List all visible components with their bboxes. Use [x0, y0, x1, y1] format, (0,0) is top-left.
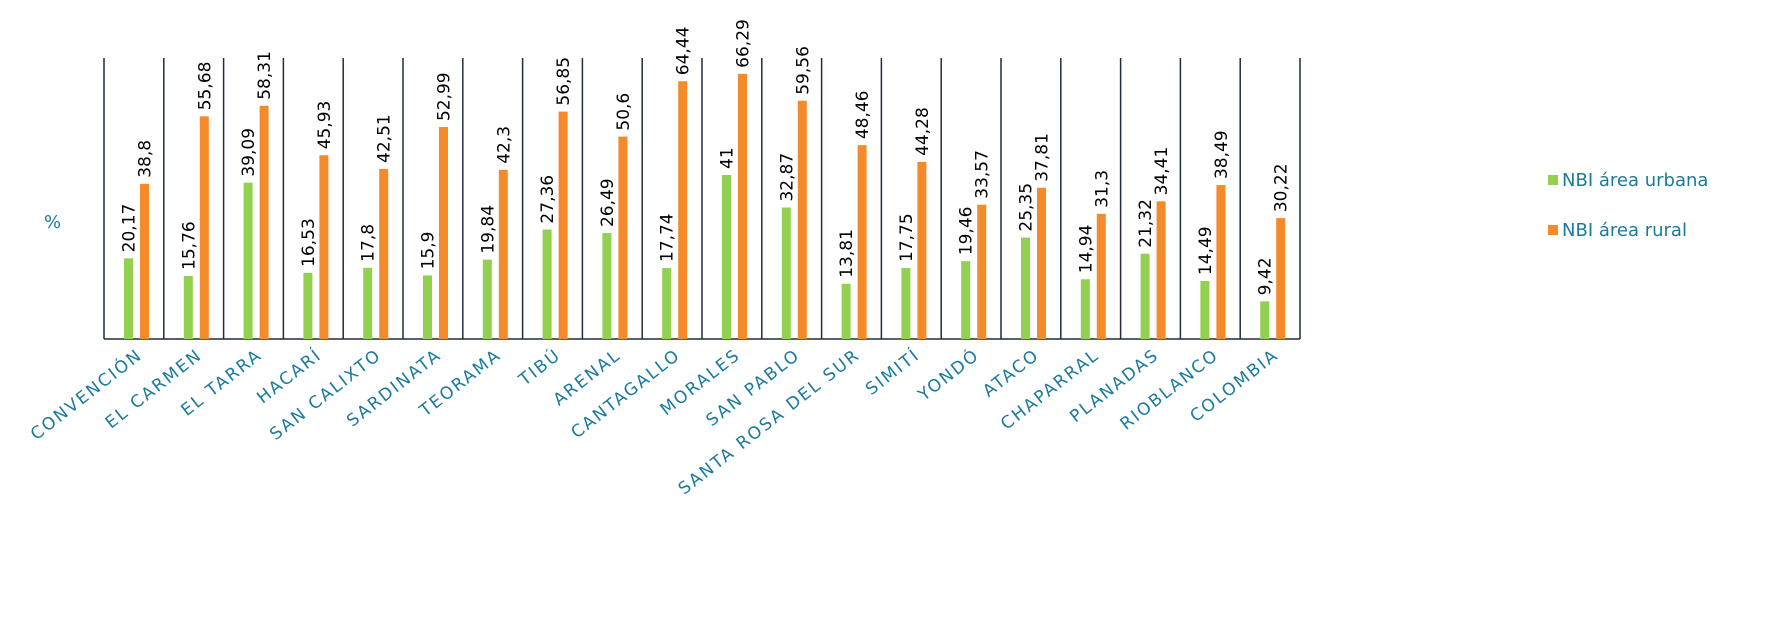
data-label-rural: 50,6	[614, 93, 634, 131]
category-label: YONDÓ	[913, 344, 984, 406]
bar-urbana	[483, 260, 492, 339]
data-label-urbana: 15,76	[179, 221, 199, 270]
legend-swatch-urbana	[1548, 175, 1558, 185]
bar-urbana	[662, 268, 671, 339]
data-label-rural: 64,44	[674, 27, 694, 76]
bar-urbana	[244, 183, 253, 339]
bar-urbana	[543, 230, 552, 339]
data-label-urbana: 17,74	[658, 213, 678, 262]
data-label-rural: 48,46	[853, 90, 873, 139]
category-label: CONVENCIÓN	[26, 344, 147, 445]
category-label: SAN CALIXTO	[266, 345, 385, 444]
data-label-urbana: 21,32	[1136, 199, 1156, 248]
bar-urbana	[901, 268, 910, 339]
data-label-rural: 33,57	[973, 150, 993, 199]
legend-label-rural: NBI área rural	[1562, 220, 1687, 241]
bar-urbana	[602, 233, 611, 339]
category-label: TIBÚ	[513, 344, 565, 391]
bar-urbana	[423, 275, 432, 339]
bar-urbana	[303, 273, 312, 339]
data-label-rural: 42,51	[375, 114, 395, 163]
data-label-rural: 42,3	[494, 126, 514, 164]
data-label-urbana: 32,87	[777, 153, 797, 202]
bar-rural	[977, 205, 986, 339]
data-label-urbana: 20,17	[120, 204, 140, 253]
bar-rural	[1037, 188, 1046, 339]
data-label-urbana: 17,8	[359, 224, 379, 262]
legend-label-urbana: NBI área urbana	[1562, 170, 1708, 191]
bar-urbana	[124, 258, 133, 339]
bar-rural	[379, 169, 388, 339]
data-label-urbana: 25,35	[1017, 183, 1037, 232]
data-label-urbana: 39,09	[239, 128, 259, 177]
data-label-urbana: 16,53	[299, 218, 319, 267]
bar-rural	[678, 81, 687, 339]
bar-urbana	[961, 261, 970, 339]
data-label-rural: 38,49	[1212, 130, 1232, 179]
bar-rural	[1216, 185, 1225, 339]
data-label-rural: 45,93	[315, 101, 335, 150]
bar-urbana	[1021, 238, 1030, 339]
data-label-urbana: 15,9	[419, 232, 439, 270]
data-label-rural: 38,8	[136, 140, 156, 178]
data-label-rural: 34,41	[1152, 147, 1172, 196]
bar-rural	[260, 106, 269, 339]
data-label-rural: 30,22	[1272, 163, 1292, 212]
bar-rural	[858, 145, 867, 339]
bar-rural	[798, 101, 807, 339]
bar-urbana	[1081, 279, 1090, 339]
legend-swatch-rural	[1548, 225, 1558, 235]
data-label-urbana: 13,81	[837, 229, 857, 278]
bar-rural	[499, 170, 508, 339]
bar-rural	[559, 112, 568, 339]
legend: NBI área urbana NBI área rural	[1548, 170, 1708, 270]
data-label-rural: 31,3	[1092, 170, 1112, 208]
bar-urbana	[363, 268, 372, 339]
bar-urbana	[1141, 254, 1150, 339]
bar-rural	[140, 184, 149, 339]
data-label-rural: 66,29	[734, 19, 754, 68]
data-label-rural: 56,85	[554, 57, 574, 106]
category-label: SIMITÍ	[861, 344, 924, 400]
data-label-urbana: 27,36	[538, 175, 558, 224]
bar-rural	[1157, 201, 1166, 339]
bar-rural	[618, 137, 627, 339]
data-label-rural: 52,99	[435, 72, 455, 121]
data-label-rural: 44,28	[913, 107, 933, 156]
data-label-rural: 59,56	[793, 46, 813, 95]
bar-rural	[1276, 218, 1285, 339]
bar-urbana	[842, 284, 851, 339]
y-axis-label: %	[44, 212, 61, 233]
data-label-urbana: 14,94	[1076, 225, 1096, 274]
data-label-rural: 58,31	[255, 51, 275, 100]
bar-rural	[200, 116, 209, 339]
bar-rural	[439, 127, 448, 339]
bar-rural	[917, 162, 926, 339]
data-label-urbana: 17,75	[897, 213, 917, 262]
bar-rural	[738, 74, 747, 339]
data-label-rural: 55,68	[195, 62, 215, 111]
bar-urbana	[1200, 281, 1209, 339]
data-label-urbana: 19,46	[957, 206, 977, 255]
legend-item-rural: NBI área rural	[1548, 220, 1708, 240]
category-label: CANTAGALLO	[568, 345, 685, 443]
bar-rural	[319, 155, 328, 339]
data-label-urbana: 19,84	[478, 205, 498, 254]
bar-rural	[1097, 214, 1106, 339]
data-label-rural: 37,81	[1033, 133, 1053, 182]
data-label-urbana: 41	[718, 147, 738, 169]
bar-urbana	[782, 208, 791, 339]
bar-urbana	[722, 175, 731, 339]
bar-urbana	[184, 276, 193, 339]
data-label-urbana: 26,49	[598, 178, 618, 227]
bar-urbana	[1260, 301, 1269, 339]
data-label-urbana: 9,42	[1256, 257, 1276, 295]
data-label-urbana: 14,49	[1196, 226, 1216, 275]
legend-item-urbana: NBI área urbana	[1548, 170, 1708, 190]
